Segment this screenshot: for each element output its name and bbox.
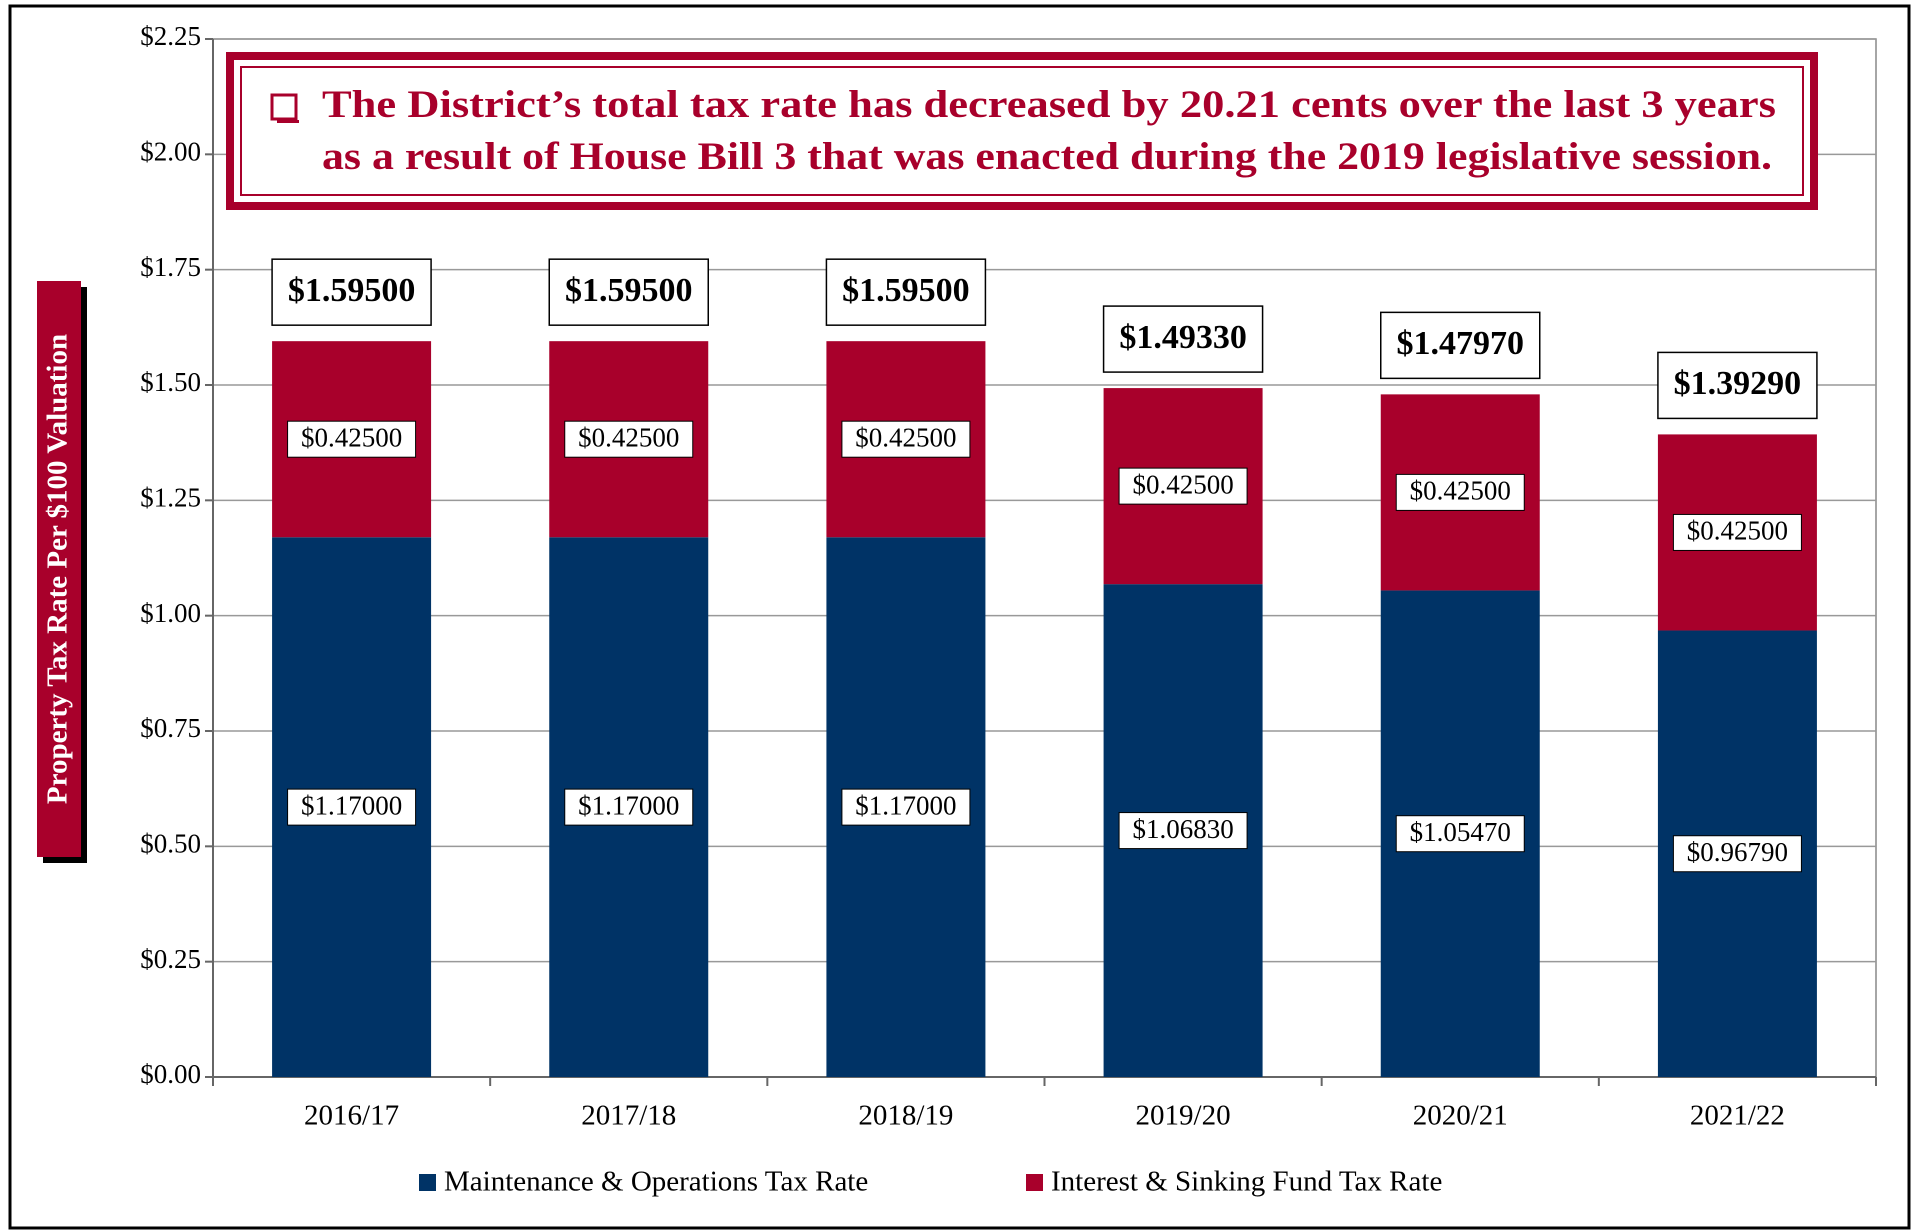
value-label-box (287, 420, 417, 458)
x-tick-label: 2017/18 (581, 1100, 676, 1132)
value-label-box (1395, 473, 1525, 511)
value-label: $0.42500 (578, 422, 679, 452)
value-label: $1.17000 (301, 790, 402, 820)
value-label-box (1672, 835, 1802, 873)
total-label: $1.39290 (1674, 365, 1802, 402)
value-label: $0.42500 (855, 422, 956, 452)
value-label-box (564, 788, 694, 826)
legend-label: Maintenance & Operations Tax Rate (444, 1166, 868, 1198)
y-tick-label: $1.00 (140, 598, 201, 628)
value-label-box (1118, 812, 1248, 850)
value-label: $0.42500 (301, 422, 402, 452)
y-tick-label: $0.25 (140, 944, 201, 974)
x-tick-label: 2021/22 (1690, 1100, 1785, 1132)
annotation-inner (240, 66, 1804, 196)
total-label: $1.59500 (288, 272, 416, 309)
x-tick-label: 2020/21 (1413, 1100, 1508, 1132)
x-tick-label: 2019/20 (1136, 1100, 1231, 1132)
bullet (270, 93, 298, 121)
value-label: $1.17000 (855, 790, 956, 820)
y-tick-label: $0.00 (140, 1059, 201, 1089)
total-label-box (1102, 305, 1264, 373)
total-label-box (1657, 351, 1818, 420)
value-label-box (1118, 467, 1248, 505)
value-label-box (841, 788, 971, 826)
total-label-box (825, 258, 987, 326)
value-label-box (841, 420, 971, 458)
y-tick-label: $1.75 (140, 252, 201, 282)
total-label-box (271, 258, 432, 326)
annotation-line: as a result of House Bill 3 that was ena… (322, 135, 1772, 178)
y-tick-label: $2.00 (140, 137, 201, 167)
y-tick-label: $0.50 (140, 829, 201, 859)
bullet-shadow (277, 120, 299, 123)
y-tick-label: $0.75 (140, 713, 201, 743)
value-label: $0.42500 (1410, 476, 1511, 506)
total-label: $1.47970 (1397, 325, 1525, 362)
total-label-box (1380, 311, 1541, 380)
total-label: $1.59500 (842, 272, 970, 309)
y-tick-label: $1.50 (140, 367, 201, 397)
x-tick-label: 2016/17 (304, 1100, 399, 1132)
y-axis-label: Property Tax Rate Per $100 Valuation (42, 334, 74, 804)
value-label: $1.17000 (578, 790, 679, 820)
y-tick-label: $2.25 (140, 21, 201, 51)
total-label: $1.49330 (1119, 319, 1247, 356)
legend-label: Interest & Sinking Fund Tax Rate (1051, 1166, 1442, 1198)
value-label: $0.96790 (1687, 837, 1788, 867)
value-label: $1.05470 (1410, 817, 1511, 847)
value-label: $0.42500 (1132, 469, 1233, 499)
legend-swatch (1026, 1174, 1043, 1191)
x-tick-label: 2018/19 (858, 1100, 953, 1132)
y-tick-label: $1.25 (140, 483, 201, 513)
plot: $0.00 $0.25 $0.50 $0.75 $1.00 $1.25 $1.50 $1.75… (140, 21, 1877, 1198)
y-label-box (37, 281, 81, 857)
annotation-line: The District’s total tax rate has decrea… (322, 83, 1776, 126)
value-label: $1.06830 (1132, 814, 1233, 844)
legend-swatch (419, 1174, 436, 1191)
value-label-box (564, 420, 694, 458)
value-label-box (287, 788, 417, 826)
value-label-box (1672, 513, 1802, 551)
total-label-box (548, 258, 709, 326)
value-label-box (1395, 815, 1525, 853)
value-label: $0.42500 (1687, 516, 1788, 546)
annotation-box (226, 52, 1818, 210)
total-label: $1.59500 (565, 272, 693, 309)
